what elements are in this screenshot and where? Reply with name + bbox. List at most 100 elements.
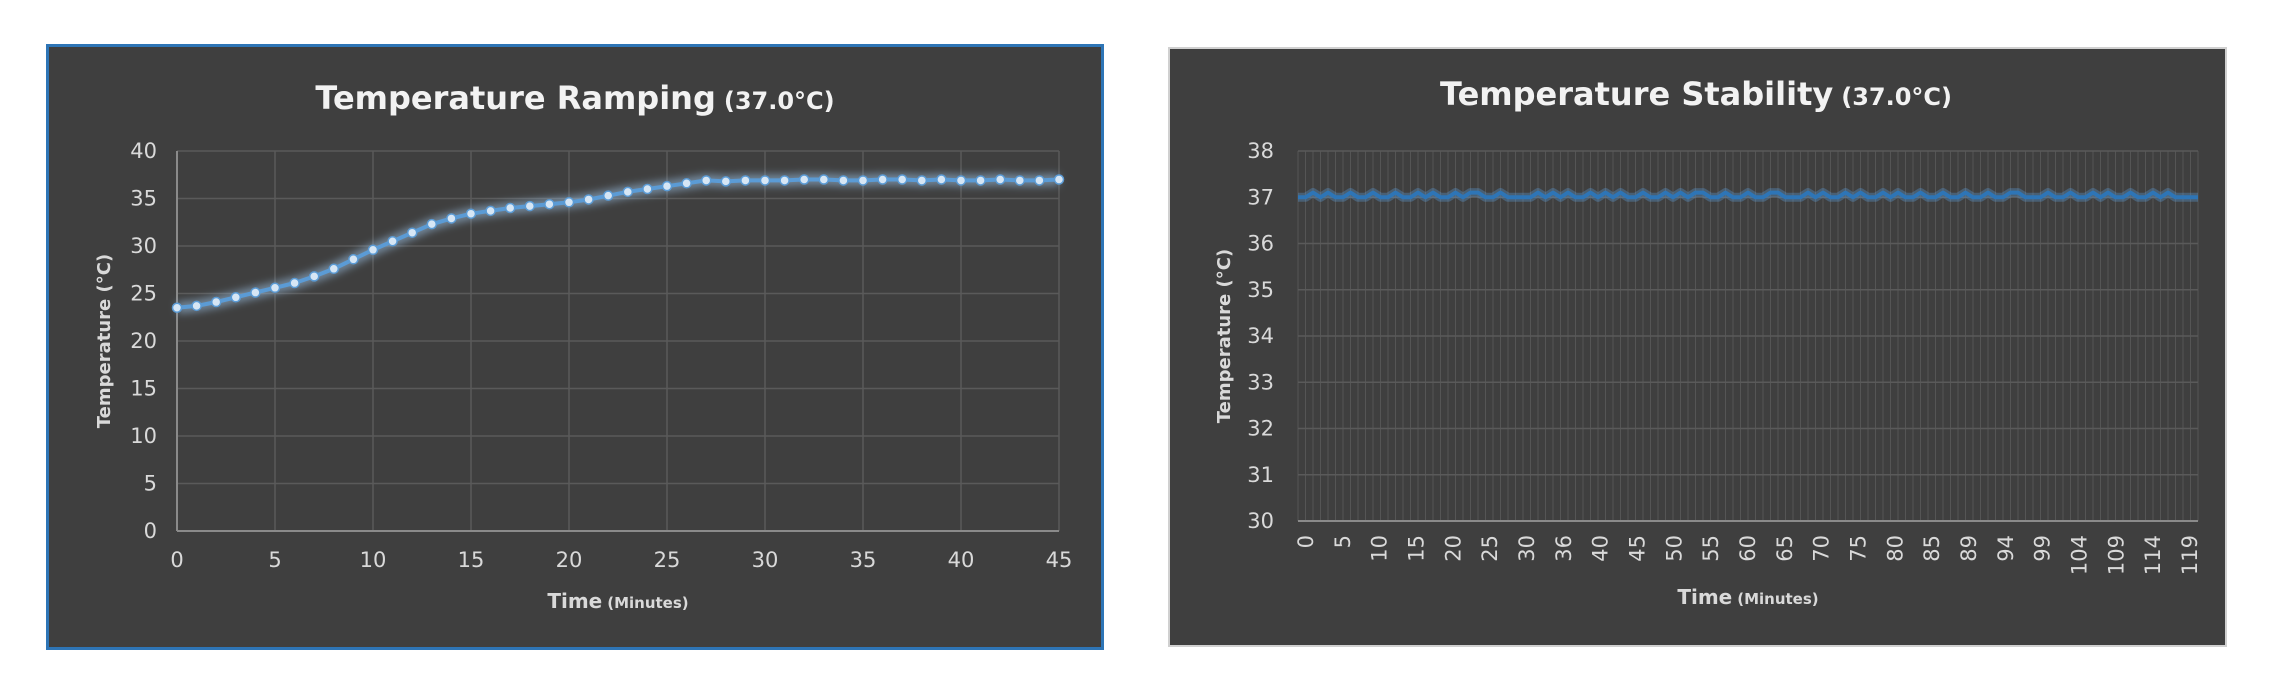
x-tick-label: 114 <box>2141 535 2165 575</box>
x-tick-label: 10 <box>1368 535 1392 562</box>
data-point <box>171 302 183 313</box>
chart-title: Temperature Ramping (37.0°C) <box>315 79 834 117</box>
x-tick-label: 80 <box>1883 535 1907 562</box>
x-tick-label: 5 <box>1331 535 1355 548</box>
x-tick-label: 0 <box>1294 535 1318 548</box>
x-tick-label: 20 <box>1441 535 1465 562</box>
data-point <box>308 271 320 282</box>
data-point <box>975 175 986 186</box>
y-axis-label: Temperature (°C) <box>1214 249 1235 423</box>
data-point <box>524 200 536 212</box>
y-tick-label: 37 <box>1247 185 1274 209</box>
data-point <box>328 263 340 275</box>
data-point <box>191 300 202 312</box>
data-point <box>504 202 516 214</box>
temperature-ramping-chart: Temperature Ramping (37.0°C) 0 5 10 15 20 25 30 3… <box>46 44 1104 650</box>
data-point <box>720 176 732 187</box>
temperature-stability-chart: Temperature Stability (37.0°C) 30 31 32 33 34 3… <box>1168 47 2227 647</box>
x-tick-label: 35 <box>850 548 877 572</box>
x-tick-label: 70 <box>1810 535 1834 562</box>
y-tick-label: 40 <box>130 139 157 163</box>
data-point <box>210 296 222 308</box>
data-point <box>446 213 457 224</box>
data-point <box>1034 175 1045 186</box>
x-tick-label: 109 <box>2104 535 2128 575</box>
data-point <box>583 194 594 205</box>
series-line <box>176 177 1060 310</box>
y-tick-label: 31 <box>1247 463 1274 487</box>
x-tick-label: 10 <box>360 548 387 572</box>
chart-subtitle-text: (37.0°C) <box>724 87 835 115</box>
x-tick-label: 45 <box>1626 535 1650 562</box>
data-point <box>955 175 967 186</box>
x-tick-label: 0 <box>170 548 183 572</box>
y-tick-label: 35 <box>130 187 157 211</box>
x-tick-label: 20 <box>556 548 583 572</box>
data-point <box>426 218 438 230</box>
x-tick-label: 55 <box>1699 535 1723 562</box>
chart-title: Temperature Stability (37.0°C) <box>1440 75 1952 113</box>
data-point <box>367 244 379 256</box>
x-tick-label: 15 <box>458 548 485 572</box>
data-point <box>857 175 869 186</box>
x-tick-label: 119 <box>2178 535 2202 575</box>
data-point <box>289 277 300 289</box>
data-point <box>485 205 496 217</box>
data-point <box>779 175 790 186</box>
y-tick-label: 30 <box>130 234 157 258</box>
data-point <box>642 183 653 195</box>
y-tick-label: 10 <box>130 424 157 448</box>
x-tick-label: 15 <box>1405 535 1429 562</box>
x-tick-label: 89 <box>1957 535 1981 562</box>
data-point <box>877 174 888 185</box>
data-point <box>896 174 908 185</box>
x-tick-label: 75 <box>1847 535 1871 562</box>
x-tick-label: 85 <box>1920 535 1944 562</box>
x-axis-label-text: Time <box>1677 585 1732 609</box>
y-tick-label: 35 <box>1247 278 1274 302</box>
x-tick-label: 40 <box>948 548 975 572</box>
y-tick-label: 25 <box>130 282 157 306</box>
data-point <box>348 254 359 265</box>
data-point <box>916 175 928 186</box>
x-tick-label: 45 <box>1046 548 1073 572</box>
data-point <box>602 190 614 201</box>
y-tick-label: 34 <box>1247 324 1274 348</box>
x-tick-label: 25 <box>1478 535 1502 562</box>
x-axis-label-text: Time <box>547 589 602 613</box>
data-point <box>936 174 947 185</box>
data-point <box>818 174 830 185</box>
y-axis-label: Temperature (°C) <box>94 254 115 428</box>
stability-chart-svg: Temperature Stability (37.0°C) 30 31 32 33 34 3… <box>1214 75 2202 609</box>
x-tick-label: 25 <box>654 548 681 572</box>
x-tick-label: 94 <box>1994 535 2018 562</box>
data-point <box>230 292 242 303</box>
data-point <box>759 175 771 186</box>
data-point <box>681 178 692 189</box>
data-point <box>406 227 418 238</box>
data-point <box>387 236 398 247</box>
x-tick-label: 50 <box>1662 535 1686 562</box>
data-point <box>700 175 712 186</box>
data-point <box>838 175 849 186</box>
data-point <box>661 180 673 192</box>
data-point <box>269 282 281 294</box>
data-point <box>544 198 555 210</box>
x-tick-label: 5 <box>268 548 281 572</box>
y-tick-label: 32 <box>1247 417 1274 441</box>
y-tick-label: 36 <box>1247 232 1274 256</box>
series-line <box>1298 190 2198 200</box>
data-point <box>563 197 575 208</box>
data-point <box>622 186 634 198</box>
x-tick-label: 104 <box>2068 535 2092 575</box>
y-tick-label: 38 <box>1247 139 1274 163</box>
chart-title-text: Temperature Stability <box>1440 75 1833 113</box>
y-tick-label: 0 <box>144 519 157 543</box>
y-tick-label: 5 <box>144 472 157 496</box>
y-tick-label: 20 <box>130 329 157 353</box>
chart-title-text: Temperature Ramping <box>315 79 715 117</box>
x-tick-label: 30 <box>1515 535 1539 562</box>
y-tick-label: 15 <box>130 377 157 401</box>
x-axis-label: Time (Minutes) <box>547 589 688 613</box>
chart-subtitle-text: (37.0°C) <box>1841 83 1952 111</box>
